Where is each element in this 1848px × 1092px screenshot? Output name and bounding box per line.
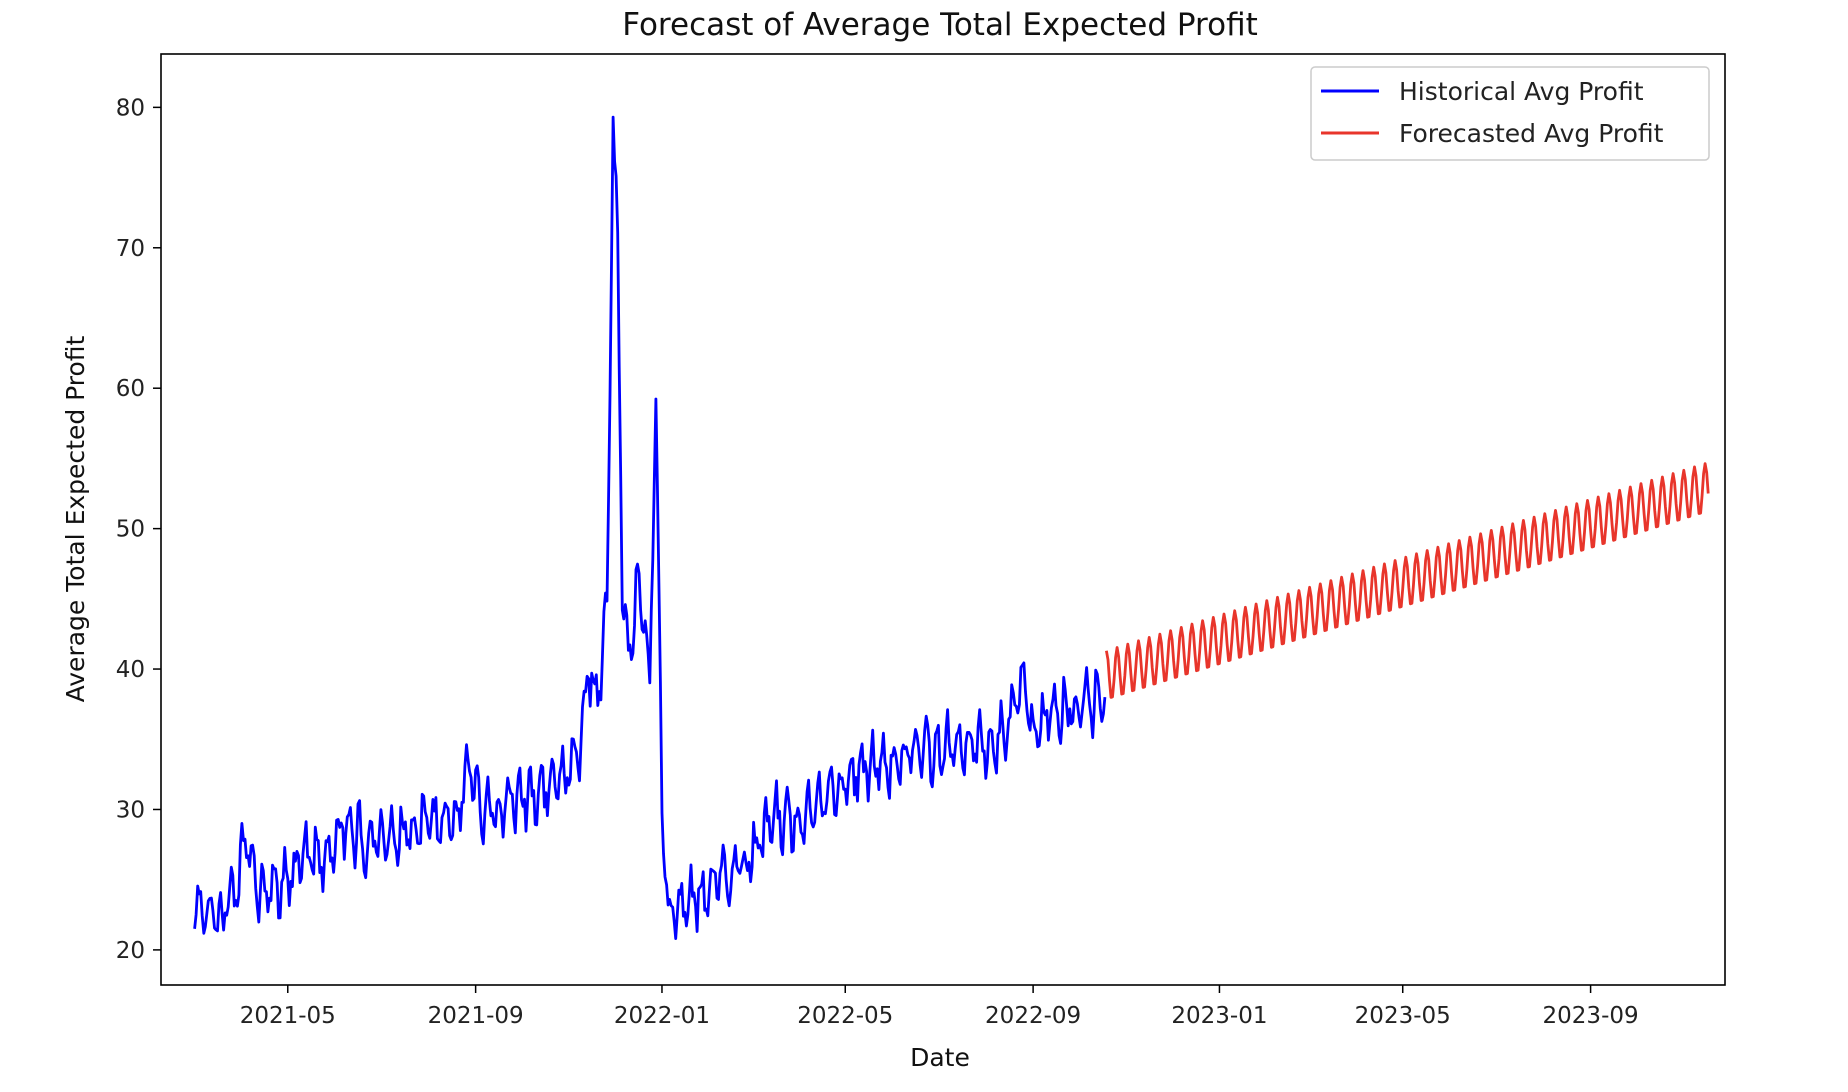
y-axis: 20 30 40 50 60 70 80	[116, 95, 161, 964]
x-tick-label: 2021-05	[240, 1003, 336, 1029]
x-tick-label: 2023-05	[1355, 1003, 1451, 1029]
chart-title: Forecast of Average Total Expected Profi…	[622, 7, 1258, 43]
x-tick-label: 2022-05	[797, 1003, 893, 1029]
plot-series-layer	[193, 115, 1710, 940]
x-axis: 2021-05 2021-09 2022-01 2022-05 2022-09 2023-…	[240, 985, 1639, 1029]
series-line-forecast	[1105, 462, 1710, 699]
legend-label-historical: Historical Avg Profit	[1399, 77, 1644, 106]
y-tick-label: 50	[116, 517, 145, 543]
x-tick-label: 2022-09	[985, 1003, 1081, 1029]
y-axis-title: Average Total Expected Profit	[61, 335, 90, 702]
y-tick-label: 60	[116, 376, 145, 402]
y-tick-label: 80	[116, 95, 145, 121]
x-tick-label: 2023-09	[1543, 1003, 1639, 1029]
x-tick-label: 2023-01	[1171, 1003, 1267, 1029]
x-tick-label: 2021-09	[428, 1003, 524, 1029]
x-axis-title: Date	[910, 1043, 970, 1072]
y-tick-label: 70	[116, 236, 145, 262]
series-line-historical	[193, 115, 1107, 940]
x-tick-label: 2022-01	[614, 1003, 710, 1029]
y-tick-label: 40	[116, 657, 145, 683]
y-tick-label: 20	[116, 938, 145, 964]
plot-frame	[160, 53, 1726, 986]
legend-box	[1310, 66, 1710, 161]
legend-label-forecast: Forecasted Avg Profit	[1399, 119, 1664, 148]
chart-legend: Historical Avg Profit Forecasted Avg Pro…	[1310, 66, 1710, 161]
y-tick-label: 30	[116, 797, 145, 823]
